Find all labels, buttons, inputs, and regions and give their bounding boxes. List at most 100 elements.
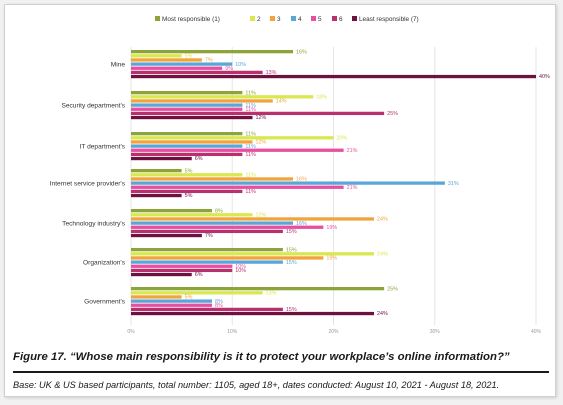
bar [131,169,182,173]
data-label: 15% [286,260,297,266]
data-label: 24% [377,311,388,317]
bar [131,260,283,264]
bar [131,295,182,299]
data-label: 24% [377,217,388,223]
bar [131,248,283,252]
bar [131,70,263,75]
data-label: 10% [235,268,246,274]
bar [131,144,243,148]
bar [131,268,233,273]
data-label: 31% [448,181,459,187]
legend-label: 2 [257,16,261,23]
data-label: 7% [205,233,213,239]
x-tick-label: 30% [430,329,441,335]
legend-label: 4 [298,16,302,23]
data-label: 16% [296,49,307,55]
x-tick-label: 0% [127,329,135,335]
data-label: 21% [347,148,358,154]
data-label: 16% [296,221,307,227]
data-label: 16% [296,177,307,183]
category-label: Government's [84,299,126,306]
data-label: 7% [205,58,213,64]
data-label: 20% [337,135,348,141]
bar [131,217,374,221]
bar [131,66,223,70]
data-label: 15% [286,247,297,253]
bar-chart: 0% 10% 20% 30% 40% Most responsible (1) 2 3 4 5 6 L… [50,16,550,335]
bar [131,140,253,144]
bar [131,303,212,307]
legend-label: Least responsible (7) [359,16,419,23]
legend-swatch [332,16,337,21]
data-label: 19% [326,256,337,262]
x-tick-label: 20% [328,329,339,335]
bar [131,189,243,194]
data-label: 21% [347,185,358,191]
bar [131,132,243,136]
bar [131,136,334,140]
bar [131,99,273,103]
data-label: 11% [245,131,256,137]
figure-frame: 0% 10% 20% 30% 40% Most responsible (1) 2 3 4 5 6 L… [4,4,556,397]
data-label: 11% [245,189,256,195]
legend-label: 6 [339,16,343,23]
bar [131,252,374,256]
legend-swatch [311,16,316,21]
x-tick-label: 10% [227,329,238,335]
data-label: 12% [256,140,267,146]
bar [131,287,385,291]
data-label: 25% [387,286,398,292]
bar [131,62,233,66]
category-label: Organization's [83,260,126,267]
bar [131,299,212,303]
data-label: 18% [316,94,327,100]
data-label: 10% [235,264,246,270]
data-label: 9% [225,66,233,72]
data-label: 8% [215,208,223,214]
bar [131,58,202,62]
bar [131,181,445,185]
data-label: 5% [185,168,193,174]
data-label: 11% [245,172,256,178]
bar [131,221,293,225]
bar [131,229,283,234]
bar [131,95,314,99]
bar [131,185,344,189]
legend-swatch [270,16,275,21]
bar [131,111,385,116]
legend-label: 3 [277,16,281,23]
data-label: 8% [215,303,223,309]
bar [131,148,344,152]
bar [131,177,293,181]
data-label: 12% [256,115,267,121]
bar [131,291,263,295]
x-tick-label: 40% [531,329,542,335]
data-label: 13% [266,290,277,296]
data-label: 25% [387,111,398,117]
base-note: Base: UK & US based participants, total … [13,380,500,390]
bar [131,264,233,268]
data-label: 5% [185,193,193,199]
data-label: 14% [276,99,287,105]
data-label: 19% [326,225,337,231]
bar [131,173,243,177]
bar [131,91,243,95]
data-label: 11% [245,103,256,109]
data-label: 6% [195,272,203,278]
bar [131,54,182,58]
category-label: Internet service provider's [50,181,126,188]
bar [131,233,202,238]
bar [131,225,324,229]
bar [131,103,243,107]
data-label: 11% [245,144,256,150]
bar [131,209,212,213]
data-label: 40% [539,74,550,80]
bar [131,156,192,161]
legend-swatch [291,16,296,21]
category-label: Technology industry's [62,221,126,228]
data-label: 24% [377,251,388,257]
bar [131,213,253,217]
bar [131,307,283,312]
caption-divider [13,371,549,373]
bar [131,256,324,260]
